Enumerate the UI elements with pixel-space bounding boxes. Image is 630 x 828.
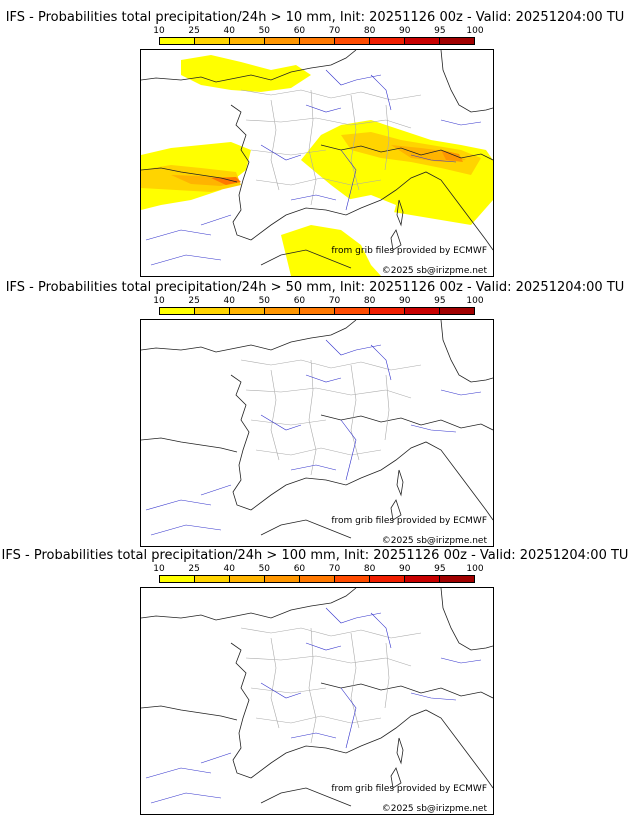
colorbar-cell [405, 308, 440, 314]
colorbar-cell [300, 576, 335, 582]
colorbar-cell [440, 38, 474, 44]
colorbar-cell [370, 576, 405, 582]
tick-label: 40 [223, 296, 235, 306]
tick-label: 70 [328, 296, 341, 306]
colorbar-ticks: 10 25 40 50 60 70 80 90 95 100 [153, 26, 483, 37]
colorbar-cell [230, 308, 265, 314]
tick-label: 25 [188, 26, 200, 36]
colorbar-cell [370, 308, 405, 314]
panel-100mm: IFS - Probabilities total precipitation/… [0, 538, 630, 815]
tick-label: 10 [153, 26, 165, 36]
tick-label: 95 [434, 564, 446, 574]
tick-label: 95 [434, 296, 446, 306]
tick-label: 70 [328, 26, 341, 36]
colorbar [159, 575, 475, 583]
tick-label: 60 [293, 296, 306, 306]
colorbar-cell [265, 308, 300, 314]
tick-label: 60 [293, 564, 306, 574]
panel-title: IFS - Probabilities total precipitation/… [5, 10, 625, 25]
tick-label: 40 [223, 564, 235, 574]
tick-label: 90 [399, 26, 411, 36]
colorbar-cell [230, 576, 265, 582]
colorbar-cell [405, 576, 440, 582]
tick-label: 25 [188, 296, 200, 306]
colorbar-cell [335, 308, 370, 314]
source-credit: from grib files provided by ECMWF [331, 246, 487, 256]
colorbar-cell [300, 308, 335, 314]
colorbar-cell [440, 308, 474, 314]
tick-label: 60 [293, 26, 306, 36]
copyright-credit: ©2025 sb@irizpme.net [381, 804, 487, 814]
colorbar-cell [370, 38, 405, 44]
tick-label: 80 [363, 564, 376, 574]
colorbar-cell [195, 576, 230, 582]
tick-label: 95 [434, 26, 446, 36]
colorbar-cell [195, 308, 230, 314]
colorbar-cell [195, 38, 230, 44]
colorbar-ticks: 10 25 40 50 60 70 80 90 95 100 [153, 296, 483, 307]
probability-map [141, 50, 493, 276]
colorbar-cell [335, 38, 370, 44]
colorbar-cell [160, 576, 195, 582]
panel-10mm: IFS - Probabilities total precipitation/… [0, 0, 630, 277]
tick-label: 90 [399, 564, 411, 574]
colorbar-cell [405, 38, 440, 44]
tick-label: 100 [466, 26, 484, 36]
panel-title: IFS - Probabilities total precipitation/… [1, 548, 629, 563]
tick-label: 40 [223, 26, 235, 36]
copyright-credit: ©2025 sb@irizpme.net [381, 266, 487, 276]
tick-label: 100 [466, 296, 484, 306]
colorbar-cell [160, 38, 195, 44]
colorbar-cell [440, 576, 474, 582]
colorbar-ticks: 10 25 40 50 60 70 80 90 95 100 [153, 564, 483, 575]
copyright-credit: ©2025 sb@irizpme.net [381, 536, 487, 546]
tick-label: 90 [399, 296, 411, 306]
panel-title: IFS - Probabilities total precipitation/… [5, 280, 625, 295]
tick-label: 80 [363, 296, 376, 306]
map-area: from grib files provided by ECMWF ©2025 … [140, 587, 494, 815]
colorbar-cell [160, 308, 195, 314]
probability-map [141, 320, 493, 539]
probability-map [141, 588, 493, 807]
colorbar [159, 37, 475, 45]
tick-label: 50 [258, 26, 271, 36]
colorbar [159, 307, 475, 315]
colorbar-cell [265, 576, 300, 582]
tick-label: 50 [258, 296, 271, 306]
colorbar-cell [300, 38, 335, 44]
colorbar-cell [265, 38, 300, 44]
source-credit: from grib files provided by ECMWF [331, 516, 487, 526]
tick-label: 10 [153, 296, 165, 306]
tick-label: 25 [188, 564, 200, 574]
tick-label: 80 [363, 26, 376, 36]
colorbar-cell [230, 38, 265, 44]
colorbar-cell [335, 576, 370, 582]
panel-50mm: IFS - Probabilities total precipitation/… [0, 270, 630, 547]
tick-label: 100 [466, 564, 484, 574]
map-area: from grib files provided by ECMWF ©2025 … [140, 319, 494, 547]
tick-label: 70 [328, 564, 341, 574]
tick-label: 10 [153, 564, 165, 574]
source-credit: from grib files provided by ECMWF [331, 784, 487, 794]
tick-label: 50 [258, 564, 271, 574]
map-area: from grib files provided by ECMWF ©2025 … [140, 49, 494, 277]
